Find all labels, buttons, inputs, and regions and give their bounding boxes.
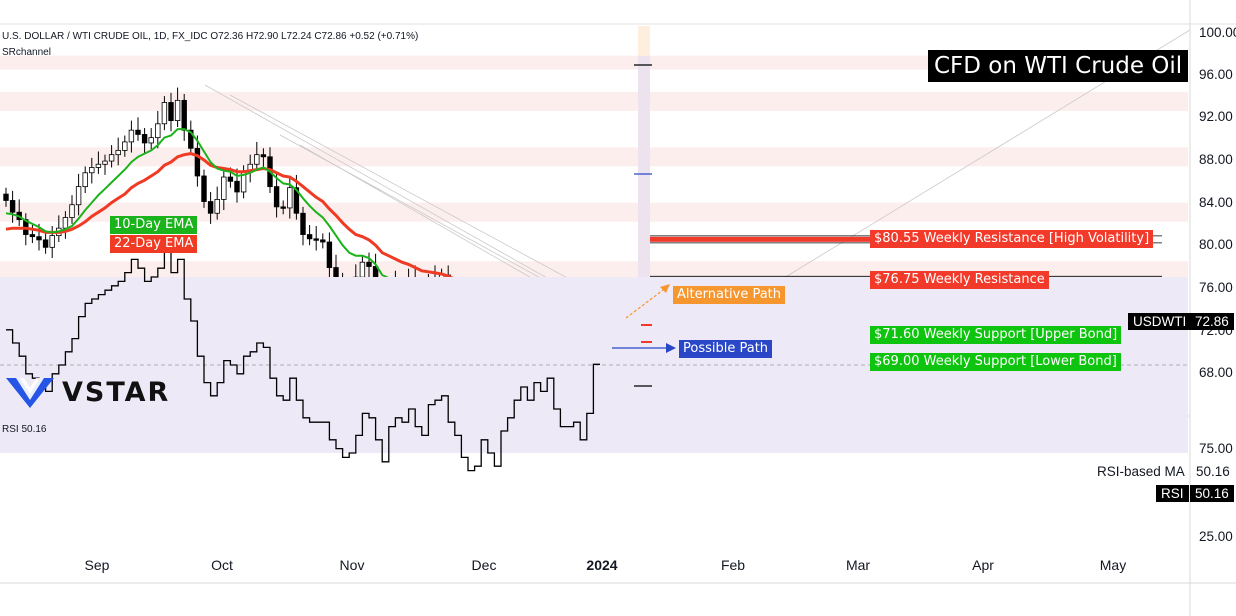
candle-body xyxy=(148,137,154,144)
candle-body xyxy=(3,193,9,201)
sr-band xyxy=(0,91,1188,112)
symbol-badge: USDWTI xyxy=(1128,313,1192,330)
candle-body xyxy=(135,129,141,135)
possible-path-arrowhead xyxy=(666,343,676,353)
candle-body xyxy=(36,236,42,241)
vstar-logo-icon xyxy=(6,378,54,408)
candle-body xyxy=(207,201,214,214)
candle-body xyxy=(234,180,240,193)
alternative-path-arrow xyxy=(625,286,668,319)
price-tick: 68.00 xyxy=(1199,365,1233,380)
alternative-path-label: Alternative Path xyxy=(673,286,786,304)
candle-body xyxy=(194,147,201,177)
candle-body xyxy=(89,167,95,174)
level-line xyxy=(650,236,872,242)
rsi-value-badge: 50.16 xyxy=(1190,485,1234,502)
possible-path-label: Possible Path xyxy=(679,340,773,358)
candle-body xyxy=(313,238,319,241)
level-label-resistance-high: $80.55 Weekly Resistance [High Volatilit… xyxy=(870,230,1154,249)
price-tick: 84.00 xyxy=(1199,195,1233,210)
ema-10-label: 10-Day EMA xyxy=(110,216,198,234)
price-tick: 96.00 xyxy=(1199,67,1233,82)
level-label-support-upper: $71.60 Weekly Support [Upper Bond] xyxy=(870,325,1122,344)
candle-body xyxy=(115,150,121,156)
candle-body xyxy=(201,175,207,202)
candle-body xyxy=(174,99,181,121)
candle-body xyxy=(287,187,293,209)
candle-body xyxy=(300,212,306,235)
candle-body xyxy=(95,163,102,168)
x-tick: 2024 xyxy=(586,557,618,573)
price-tick: 88.00 xyxy=(1199,152,1233,167)
candle-body xyxy=(155,123,161,139)
candle-body xyxy=(128,129,135,143)
candle-body xyxy=(108,154,115,162)
candle-body xyxy=(141,134,148,144)
candle-body xyxy=(9,200,16,213)
candle-body xyxy=(320,239,326,243)
candle-body xyxy=(69,204,75,218)
level-label-resistance: $76.75 Weekly Resistance xyxy=(870,270,1049,289)
price-tick: 92.00 xyxy=(1199,109,1233,124)
candle-body xyxy=(273,186,280,208)
x-tick: Nov xyxy=(339,557,365,573)
x-tick: Oct xyxy=(211,557,233,573)
sr-band xyxy=(0,55,1188,70)
x-tick: Sep xyxy=(84,557,110,573)
rsi-tick: 25.00 xyxy=(1199,529,1233,544)
candle-body xyxy=(306,234,313,240)
candle-body xyxy=(359,261,366,278)
time-marker-top xyxy=(638,26,650,56)
level-label-support-lower: $69.00 Weekly Support [Lower Bond] xyxy=(870,353,1121,372)
candle-body xyxy=(62,217,69,229)
candle-body xyxy=(75,186,82,206)
rsi-ma-value: 50.16 xyxy=(1196,464,1230,479)
candle-body xyxy=(326,241,333,268)
candle-body xyxy=(168,102,174,121)
x-tick: Dec xyxy=(471,557,497,573)
candle-body xyxy=(181,99,187,131)
x-tick: Feb xyxy=(720,557,746,573)
candle-body xyxy=(293,187,300,214)
symbol-header: U.S. DOLLAR / WTI CRUDE OIL, 1D, FX_IDC … xyxy=(2,31,419,42)
candle-body xyxy=(254,154,260,165)
vstar-logo: VSTAR xyxy=(6,374,170,410)
x-tick: Mar xyxy=(845,557,871,573)
candle-body xyxy=(122,141,128,151)
candle-body xyxy=(188,129,194,149)
sr-band xyxy=(0,147,1188,167)
candle-body xyxy=(227,176,234,182)
rsi-tick: 75.00 xyxy=(1199,441,1233,456)
candle-body xyxy=(221,176,227,200)
rsi-tag: RSI xyxy=(1156,485,1189,502)
current-price-badge: 72.86 xyxy=(1190,313,1234,330)
candle-body xyxy=(82,172,88,188)
candle-body xyxy=(214,199,220,214)
alternative-path-arrowhead xyxy=(660,284,670,293)
candle-body xyxy=(49,235,55,248)
ema-22-label: 22-Day EMA xyxy=(110,235,198,253)
x-tick: Apr xyxy=(972,557,994,573)
candle-body xyxy=(42,239,49,248)
rsi-line xyxy=(6,245,600,472)
candle-body xyxy=(366,261,372,267)
candle-body xyxy=(29,234,36,238)
rsi-label: RSI 50.16 xyxy=(2,424,47,435)
indicator-label: SRchannel xyxy=(2,47,51,58)
logo-text: VSTAR xyxy=(62,376,171,408)
price-tick: 80.00 xyxy=(1199,237,1233,252)
candle-body xyxy=(260,154,267,158)
candle-body xyxy=(280,206,286,209)
x-tick: May xyxy=(1099,557,1127,573)
candle-body xyxy=(161,102,168,125)
price-tick: 76.00 xyxy=(1199,280,1233,295)
chart-title: CFD on WTI Crude Oil xyxy=(928,50,1189,82)
price-tick: 100.00 xyxy=(1199,25,1236,40)
rsi-ma-label: RSI-based MA xyxy=(1094,464,1188,479)
candle-body xyxy=(102,160,108,165)
